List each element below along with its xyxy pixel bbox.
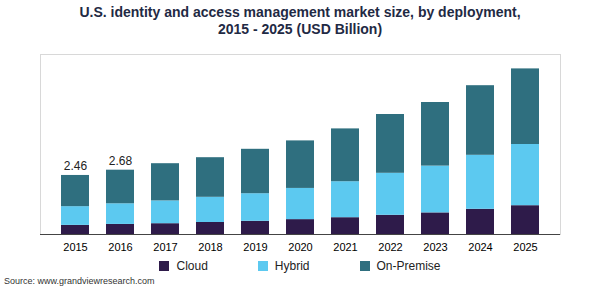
svg-text:2024: 2024 [468,241,492,253]
svg-text:2019: 2019 [243,241,267,253]
svg-text:2.68: 2.68 [109,154,133,168]
html-text:Source: www.grandviewresearch.: Source: www.grandviewresearch.com [4,276,155,286]
svg-text:2025: 2025 [513,241,537,253]
svg-text:2021: 2021 [333,241,357,253]
svg-text:2.46: 2.46 [64,159,88,173]
svg-text:2023: 2023 [423,241,447,253]
svg-text:2018: 2018 [198,241,222,253]
html-text:Hybrid: Hybrid [274,259,310,273]
svg-text:2022: 2022 [378,241,402,253]
svg-text:2015: 2015 [63,241,87,253]
svg-text:2016: 2016 [108,241,132,253]
html-text:On-Premise: On-Premise [376,259,441,273]
html-text:Cloud: Cloud [176,259,208,273]
svg-text:2017: 2017 [153,241,177,253]
svg-text:2020: 2020 [288,241,312,253]
html-text:U.S. identity and access manag: U.S. identity and access management mark… [79,4,521,37]
